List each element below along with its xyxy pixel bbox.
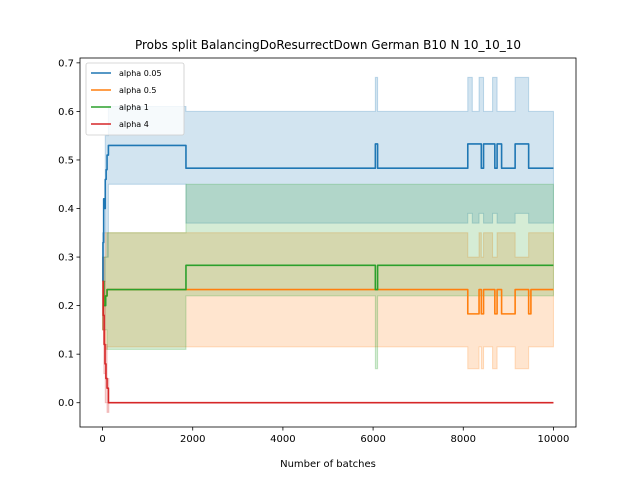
x-tick-label: 6000 [360, 434, 385, 445]
x-tick-label: 0 [99, 434, 105, 445]
confidence-bands [102, 76, 554, 413]
legend-label-alpha-4: alpha 4 [119, 120, 149, 129]
x-tick-label: 10000 [538, 434, 570, 445]
legend: alpha 0.05 alpha 0.5 alpha 1 alpha 4 [85, 62, 185, 136]
band-alpha-1 [102, 183, 554, 370]
y-tick-label: 0.1 [58, 350, 74, 361]
x-tick-label: 4000 [270, 434, 295, 445]
x-tick-label: 8000 [451, 434, 476, 445]
axes: 0 2000 4000 6000 8000 10000 0.0 0.1 0.2 0.3 0.4 0.5… [58, 57, 577, 445]
chart-title: Probs split BalancingDoResurrectDown Ger… [135, 38, 521, 52]
y-tick-label: 0.4 [58, 204, 74, 215]
series-line-alpha-1 [102, 264, 554, 307]
legend-label-alpha-0-5: alpha 0.5 [119, 86, 156, 95]
legend-label-alpha-1: alpha 1 [119, 103, 149, 112]
y-tick-label: 0.2 [58, 301, 74, 312]
legend-label-alpha-0-05: alpha 0.05 [119, 69, 162, 78]
y-tick-label: 0.5 [58, 155, 74, 166]
y-tick-label: 0.0 [58, 398, 74, 409]
x-tick-label: 2000 [180, 434, 205, 445]
x-axis-label: Number of batches [280, 459, 376, 470]
series-lines [102, 143, 554, 404]
y-tick-label: 0.6 [58, 107, 74, 118]
band-alpha-0-05 [102, 76, 554, 282]
plot-frame [79, 57, 577, 428]
band-alpha-0-5 [102, 232, 554, 370]
y-tick-label: 0.3 [58, 253, 74, 264]
series-line-alpha-0-05 [102, 143, 554, 283]
legend-box [85, 62, 185, 136]
series-line-alpha-4 [102, 280, 554, 404]
y-tick-label: 0.7 [58, 58, 74, 69]
